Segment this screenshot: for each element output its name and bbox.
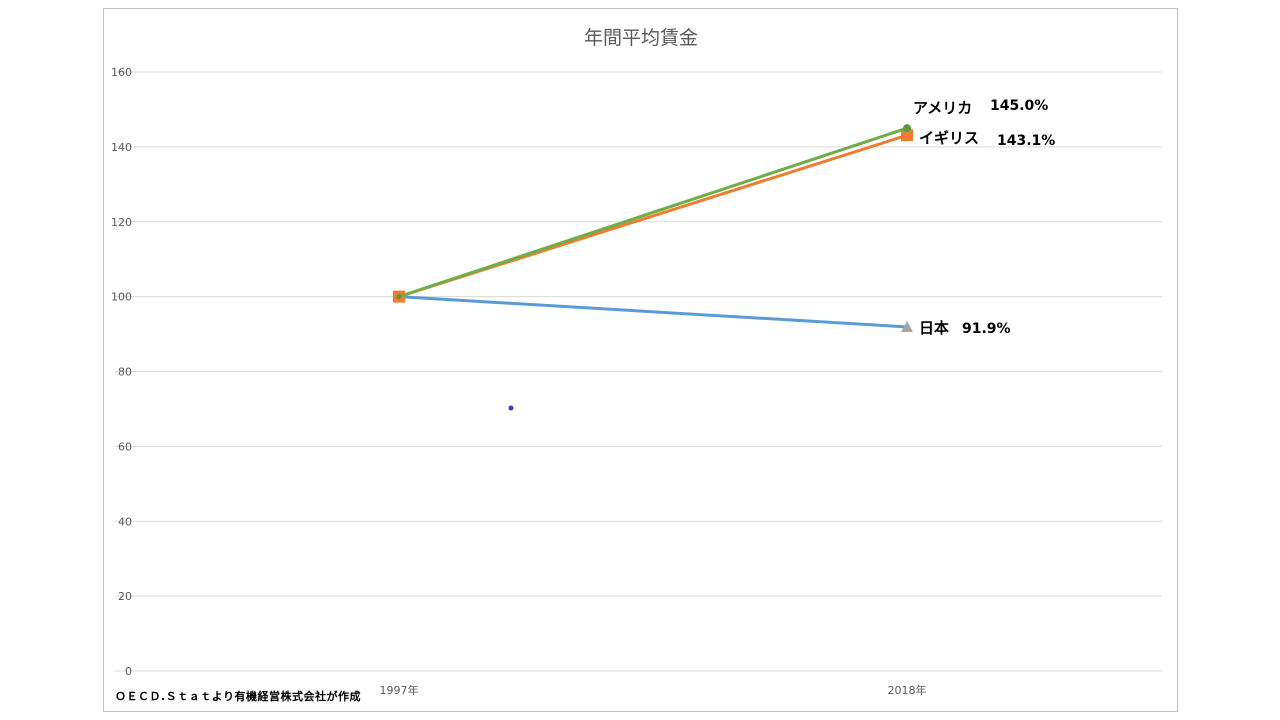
series-name-label: 日本 <box>919 319 949 337</box>
y-tick-label: 20 <box>118 590 132 603</box>
y-tick-label: 40 <box>118 515 132 528</box>
stray-dot <box>508 405 514 411</box>
series-日本: 日本 91.9% <box>396 294 1011 337</box>
data-point <box>903 124 911 133</box>
series-line <box>398 295 908 329</box>
y-tick-label: 120 <box>111 216 132 229</box>
series-line <box>398 126 908 299</box>
x-tick-label: 1997年 <box>380 683 419 697</box>
y-tick-label: 80 <box>118 366 132 379</box>
data-label: 91.9% <box>962 321 1011 337</box>
chart-frame <box>103 8 1178 712</box>
y-tick-label: 0 <box>125 665 132 678</box>
chart-title: 年間平均賃金 <box>584 27 698 49</box>
y-tick-label: 60 <box>118 440 132 453</box>
series-name-label: アメリカ <box>913 99 972 117</box>
series-イギリス: イギリス 143.1% <box>393 129 1055 303</box>
y-tick-label: 160 <box>111 66 132 79</box>
series-name-label: イギリス <box>919 129 979 147</box>
data-point <box>901 129 913 142</box>
data-label: 143.1% <box>997 133 1055 149</box>
y-tick-label: 140 <box>111 141 132 154</box>
data-point <box>396 294 402 300</box>
data-label: 145.0% <box>990 98 1048 114</box>
series-アメリカ: アメリカ 145.0% <box>396 98 1048 300</box>
x-tick-label: 2018年 <box>888 683 927 697</box>
data-point <box>901 320 913 332</box>
y-tick-label: 100 <box>111 291 132 304</box>
source-note: ＯＥＣＤ.Ｓｔａｔより有機経営株式会社が作成 <box>115 690 361 703</box>
